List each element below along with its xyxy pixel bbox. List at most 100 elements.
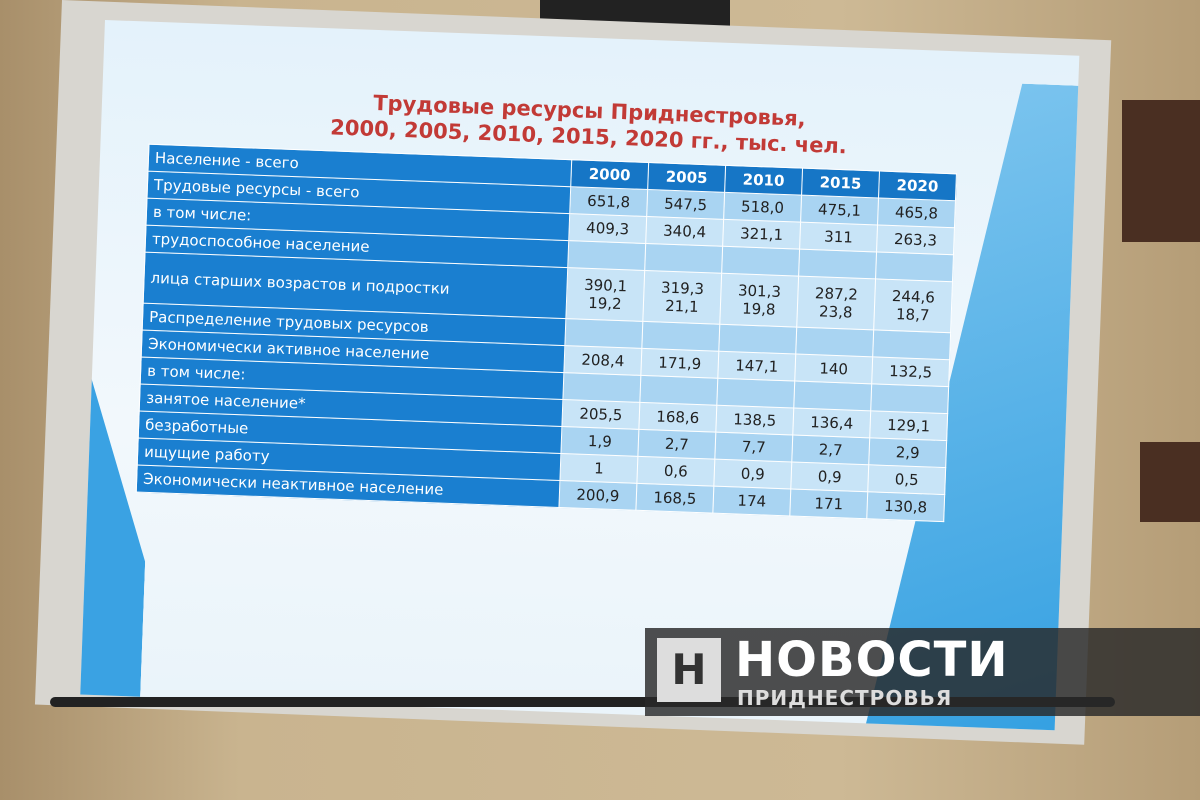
value-cell: 7,7 bbox=[714, 432, 793, 462]
year-header: 2010 bbox=[724, 165, 803, 196]
value-cell bbox=[718, 324, 797, 355]
cell-value: 168,5 bbox=[653, 488, 697, 508]
value-cell: 409,3 bbox=[568, 213, 647, 244]
year-header: 2020 bbox=[878, 170, 957, 201]
cell-value bbox=[649, 335, 713, 337]
value-cell bbox=[795, 327, 874, 357]
value-cell: 0,5 bbox=[867, 464, 946, 495]
cell-value: 7,7 bbox=[741, 437, 767, 457]
cell-value-2: 23,8 bbox=[818, 302, 853, 322]
year-header: 2000 bbox=[570, 159, 649, 190]
cell-value: 319,3 bbox=[660, 278, 705, 299]
cell-value: 340,4 bbox=[662, 221, 707, 242]
value-cell: 132,5 bbox=[871, 356, 950, 387]
watermark-logo: Н НОВОСТИ ПРИДНЕСТРОВЬЯ bbox=[645, 628, 1200, 716]
value-cell: 547,5 bbox=[646, 189, 725, 220]
value-cell bbox=[639, 375, 718, 406]
value-cell: 2,9 bbox=[868, 437, 947, 468]
presentation-slide: Трудовые ресурсы Приднестровья, 2000, 20… bbox=[80, 20, 1080, 731]
value-cell: 465,8 bbox=[877, 197, 956, 228]
cell-value: 1 bbox=[593, 459, 604, 478]
value-cell bbox=[875, 251, 954, 282]
value-cell: 208,4 bbox=[563, 345, 642, 376]
value-cell bbox=[872, 329, 951, 360]
cell-value: 263,3 bbox=[893, 230, 938, 250]
value-cell: 140 bbox=[794, 354, 873, 384]
cell-value: 465,8 bbox=[894, 203, 939, 223]
cell-value-2: 19,2 bbox=[587, 293, 622, 314]
value-cell: 200,9 bbox=[558, 480, 637, 511]
value-cell bbox=[644, 243, 723, 274]
cell-value: 0,5 bbox=[894, 470, 919, 490]
value-cell: 518,0 bbox=[723, 192, 802, 223]
cell-value bbox=[570, 386, 634, 388]
cell-value bbox=[575, 254, 639, 256]
cell-value: 138,5 bbox=[732, 410, 777, 430]
cell-value: 287,2 bbox=[814, 284, 859, 304]
cell-value: 136,4 bbox=[809, 413, 854, 433]
value-cell: 205,5 bbox=[561, 399, 640, 430]
cell-value: 129,1 bbox=[886, 415, 931, 436]
cell-value-2: 18,7 bbox=[895, 305, 930, 325]
cell-value bbox=[572, 332, 636, 334]
speaker-right-bottom bbox=[1140, 442, 1200, 522]
value-cell: 0,9 bbox=[790, 461, 869, 492]
screen-bottom-bar bbox=[50, 697, 1115, 707]
value-cell: 171,9 bbox=[640, 348, 719, 379]
cell-value: 174 bbox=[737, 491, 767, 511]
cell-value: 205,5 bbox=[579, 404, 623, 425]
cell-value-2: 19,8 bbox=[741, 299, 776, 319]
cell-value: 244,6 bbox=[891, 287, 936, 307]
cell-value bbox=[652, 257, 716, 259]
cell-value: 0,9 bbox=[740, 464, 766, 484]
value-cell: 390,1 19,2 bbox=[565, 267, 645, 322]
cell-value: 171 bbox=[814, 494, 844, 514]
value-cell bbox=[564, 318, 643, 349]
value-cell: 651,8 bbox=[569, 186, 648, 217]
value-cell: 2,7 bbox=[791, 434, 870, 465]
value-cell bbox=[721, 246, 800, 277]
cell-value: 390,1 bbox=[583, 275, 628, 296]
value-cell bbox=[562, 372, 641, 403]
cell-value: 1,9 bbox=[587, 431, 613, 451]
cell-value bbox=[801, 395, 865, 397]
cell-value: 2,9 bbox=[895, 443, 920, 463]
cell-value: 168,6 bbox=[656, 407, 700, 428]
cell-value: 132,5 bbox=[888, 361, 933, 382]
cell-value bbox=[803, 341, 867, 343]
year-header: 2005 bbox=[647, 162, 726, 193]
value-cell: 301,3 19,8 bbox=[719, 273, 799, 328]
cell-value: 171,9 bbox=[658, 353, 702, 374]
labour-resources-table: Население - всего 2000 2005 2010 2015 20… bbox=[136, 144, 957, 522]
cell-value: 2,7 bbox=[818, 440, 843, 460]
value-cell bbox=[870, 383, 949, 414]
value-cell: 244,6 18,7 bbox=[873, 278, 953, 333]
value-cell: 2,7 bbox=[637, 429, 716, 460]
cell-value: 321,1 bbox=[739, 224, 784, 244]
cell-value: 518,0 bbox=[740, 197, 785, 218]
year-header: 2015 bbox=[801, 168, 880, 198]
cell-value: 311 bbox=[823, 227, 854, 247]
logo-mark: Н bbox=[657, 638, 721, 702]
cell-value: 140 bbox=[819, 359, 849, 379]
cell-value-2: 21,1 bbox=[664, 296, 699, 316]
speaker-right-top bbox=[1122, 100, 1200, 242]
value-cell: 136,4 bbox=[792, 407, 871, 438]
value-cell: 311 bbox=[799, 222, 878, 252]
cell-value: 208,4 bbox=[581, 350, 625, 371]
cell-value: 147,1 bbox=[734, 356, 779, 376]
cell-value bbox=[878, 398, 942, 400]
cell-value bbox=[806, 263, 870, 265]
cell-value: 409,3 bbox=[585, 218, 630, 239]
value-cell: 1 bbox=[559, 453, 638, 484]
value-cell bbox=[641, 321, 720, 352]
cell-value bbox=[883, 266, 947, 268]
cell-value: 0,9 bbox=[817, 467, 842, 487]
value-cell bbox=[798, 249, 877, 279]
value-cell: 129,1 bbox=[869, 410, 948, 441]
value-cell: 319,3 21,1 bbox=[642, 270, 722, 325]
value-cell: 340,4 bbox=[645, 216, 724, 247]
value-cell: 0,9 bbox=[713, 459, 792, 489]
value-cell: 138,5 bbox=[715, 405, 794, 435]
cell-value: 301,3 bbox=[737, 281, 782, 301]
